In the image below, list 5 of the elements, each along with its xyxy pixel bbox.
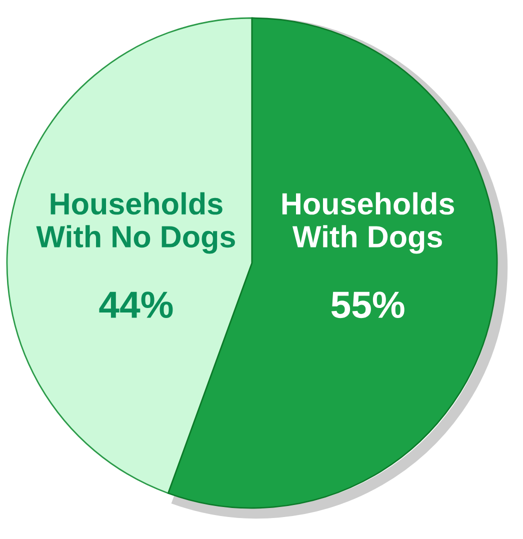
slice-label: Households With No Dogs (36, 192, 235, 254)
pie-slice (6, 17, 253, 494)
data-label: 55% (331, 292, 404, 318)
slice-label: Households With Dogs (282, 192, 454, 254)
data-label: 44% (99, 292, 173, 318)
